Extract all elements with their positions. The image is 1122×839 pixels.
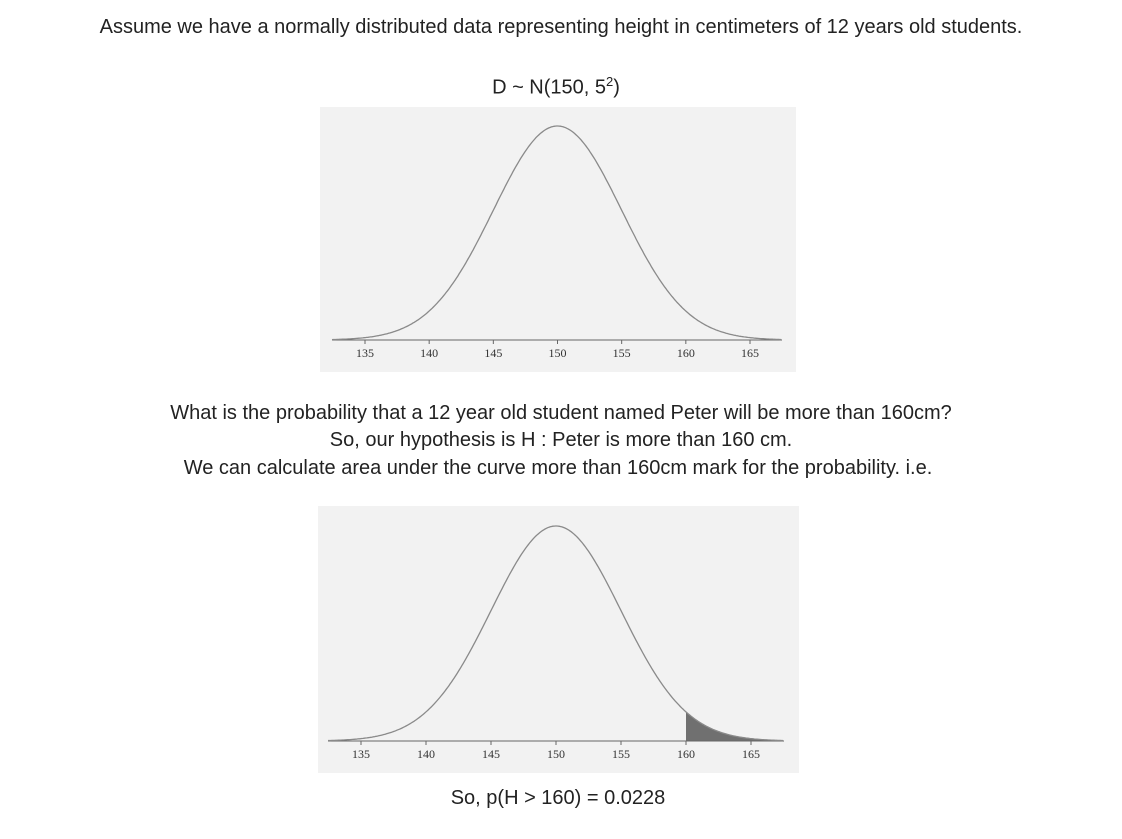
x-tick-label: 150: [547, 747, 565, 761]
x-tick-label: 150: [549, 346, 567, 360]
shaded-curve-svg: 135 140 145 150 155 160 165: [328, 525, 784, 761]
x-tick-label: 165: [742, 747, 760, 761]
result-text: So, p(H > 160) = 0.0228: [450, 787, 666, 809]
distribution-suffix: ): [613, 76, 620, 99]
distribution-prefix: D ~ N(150, 5: [492, 76, 607, 99]
x-tick-label: 155: [613, 346, 631, 360]
shaded-tail-area: [686, 711, 777, 741]
density-curve: [331, 125, 782, 341]
x-tick-label: 140: [420, 346, 438, 360]
question-line-3: We can calculate area under the curve mo…: [183, 457, 933, 479]
x-tick-label: 155: [612, 747, 630, 761]
x-tick-label: 160: [677, 747, 695, 761]
normal-curve-svg: 135 140 145 150 155 160 165: [331, 125, 782, 360]
x-tick-label: 160: [677, 346, 695, 360]
x-tick-label: 140: [417, 747, 435, 761]
x-tick-label: 145: [484, 346, 502, 360]
x-tick-label: 165: [741, 346, 759, 360]
normal-curve-chart: 135 140 145 150 155 160 165: [320, 107, 796, 372]
density-curve: [328, 525, 783, 742]
distribution-exponent: 2: [606, 74, 614, 89]
shaded-curve-chart: 135 140 145 150 155 160 165: [318, 506, 799, 773]
x-tick-label: 135: [356, 346, 374, 360]
question-line-1: What is the probability that a 12 year o…: [170, 402, 952, 424]
intro-text: Assume we have a normally distributed da…: [99, 16, 1023, 38]
x-tick-label: 145: [482, 747, 500, 761]
distribution-notation: D ~ N(150, 52): [0, 74, 1112, 100]
x-tick-label: 135: [352, 747, 370, 761]
question-line-2: So, our hypothesis is H : Peter is more …: [329, 429, 793, 451]
